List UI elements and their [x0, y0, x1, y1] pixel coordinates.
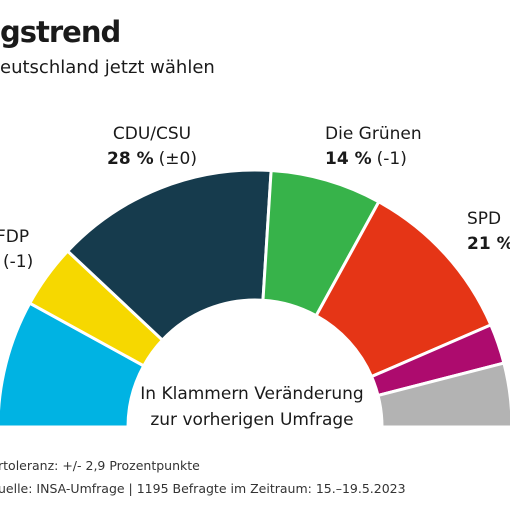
- segments: [0, 168, 510, 429]
- value-label: 14 %: [325, 149, 372, 169]
- note: rtoleranz: +/- 2,9 Prozentpunkte: [0, 458, 200, 473]
- value-row: 14 % (-1): [325, 149, 407, 169]
- category-label: SPD: [467, 209, 501, 229]
- category-label: FDP: [0, 227, 29, 247]
- value-label: 21 %: [467, 234, 510, 254]
- subtitle: eutschland jetzt wählen: [0, 57, 215, 78]
- center-text: zur vorherigen Umfrage: [150, 410, 353, 430]
- segment: [65, 168, 273, 343]
- note: uelle: INSA-Umfrage | 1195 Befragte im Z…: [0, 481, 406, 496]
- category-label: CDU/CSU: [113, 124, 191, 144]
- segment: [376, 361, 510, 429]
- change-label: (-1): [3, 252, 33, 272]
- value-row: 28 % (±0): [107, 149, 197, 169]
- category-label: Die Grünen: [325, 124, 422, 144]
- value-label: 28 %: [107, 149, 154, 169]
- center-text: In Klammern Veränderung: [140, 384, 363, 404]
- change-label: (±0): [159, 149, 197, 169]
- chart-title: gstrend: [0, 15, 120, 49]
- change-label: (-1): [377, 149, 407, 169]
